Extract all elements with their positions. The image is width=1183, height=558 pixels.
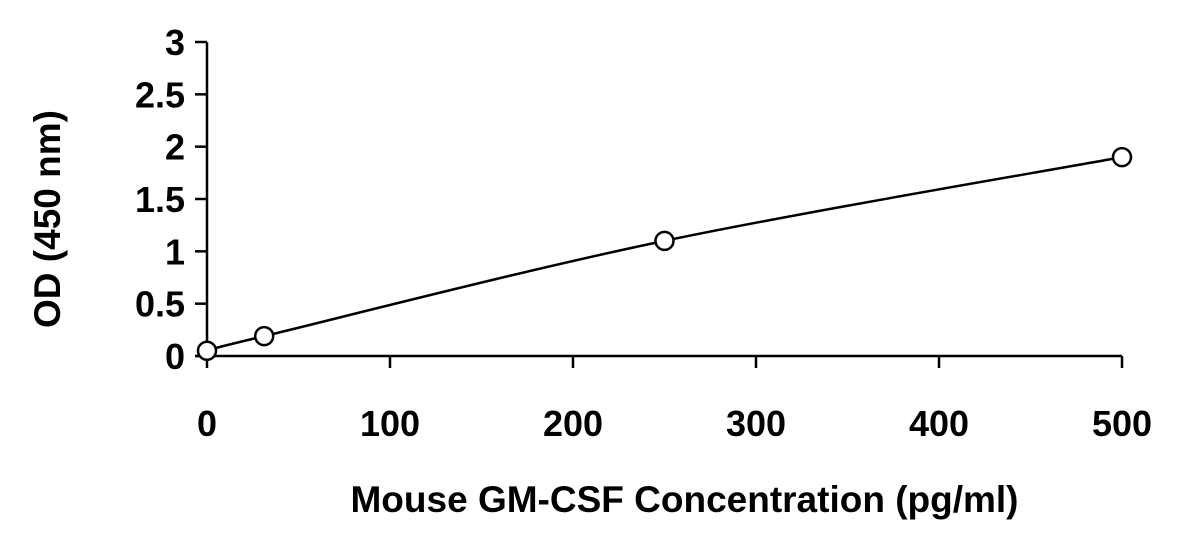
data-point — [253, 325, 275, 347]
x-tick-label: 0 — [197, 403, 217, 444]
x-axis-ticks: 0 100 200 300 400 500 — [197, 356, 1152, 444]
data-point — [1111, 146, 1133, 168]
data-point — [196, 340, 218, 362]
y-tick-label: 1 — [165, 231, 185, 272]
x-tick-label: 500 — [1092, 403, 1152, 444]
trend-curve — [206, 155, 1123, 352]
y-axis-title: OD (450 nm) — [27, 110, 68, 328]
y-tick-label: 0 — [165, 336, 185, 377]
x-tick-label: 100 — [360, 403, 420, 444]
x-tick-label: 200 — [543, 403, 603, 444]
y-tick-label: 1.5 — [135, 179, 185, 220]
y-axis-ticks: 0 0.5 1 1.5 2 2.5 3 — [135, 22, 207, 377]
x-tick-label: 400 — [909, 403, 969, 444]
y-tick-label: 3 — [165, 22, 185, 63]
x-axis-title: Mouse GM-CSF Concentration (pg/ml) — [350, 479, 1018, 520]
y-tick-label: 2 — [165, 127, 185, 168]
data-points — [196, 146, 1133, 362]
data-point — [654, 230, 675, 252]
x-tick-label: 300 — [726, 403, 786, 444]
y-tick-label: 2.5 — [135, 74, 185, 115]
y-tick-label: 0.5 — [135, 284, 185, 325]
